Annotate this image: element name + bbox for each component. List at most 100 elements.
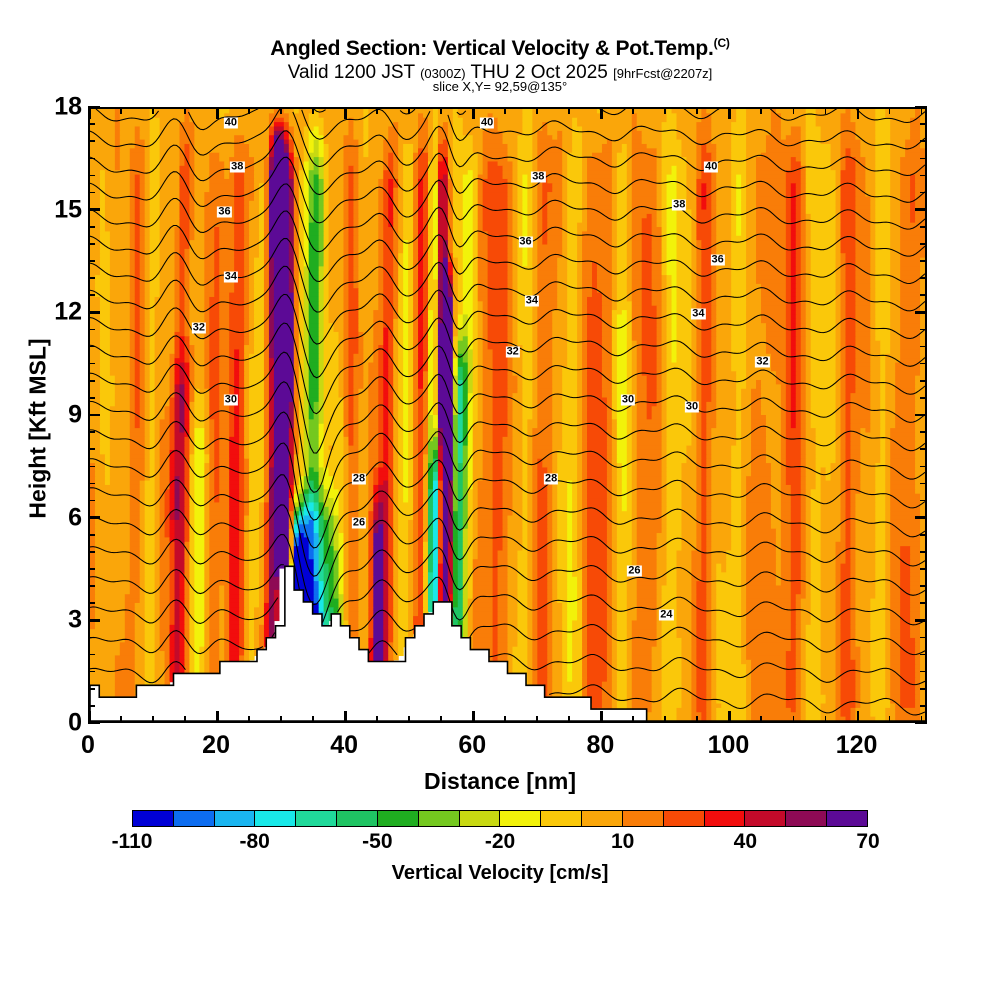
colorbar-swatch-4[interactable]: [296, 811, 338, 826]
contour-label: 28: [351, 472, 367, 485]
y-tick: [88, 670, 95, 673]
y-tick-right: [920, 705, 927, 707]
x-tick-top: [856, 107, 860, 119]
contour-label: 36: [518, 235, 533, 248]
colorbar-swatch-0[interactable]: [133, 811, 174, 826]
field-canvas: [90, 109, 925, 721]
contour-label: 30: [620, 393, 636, 406]
contour-label: 36: [217, 205, 232, 218]
y-tick: [88, 174, 95, 177]
colorbar-swatch-1[interactable]: [173, 811, 215, 826]
colorbar-swatch-9[interactable]: [500, 811, 542, 826]
colorbar[interactable]: [132, 810, 868, 827]
y-tick: [88, 311, 100, 314]
x-tick-label-120: 120: [835, 731, 878, 759]
colorbar-label-3: -20: [484, 830, 516, 853]
x-tick-top: [344, 107, 347, 119]
x-tick-top: [792, 107, 795, 114]
y-tick: [88, 260, 95, 262]
colorbar-label-4: 10: [610, 830, 635, 853]
y-tick-right: [920, 191, 927, 194]
y-tick: [88, 277, 95, 279]
valid-day: THU 2 Oct 2025: [470, 62, 608, 83]
colorbar-label-6: 70: [856, 830, 880, 853]
y-tick: [88, 619, 100, 622]
colorbar-label-1: -80: [239, 830, 270, 853]
contour-label: 32: [755, 355, 770, 368]
y-tick: [88, 636, 95, 639]
x-tick-top: [120, 107, 122, 114]
y-tick-right: [920, 465, 927, 468]
x-tick-top: [88, 107, 91, 119]
x-tick: [888, 716, 891, 723]
x-tick: [504, 716, 506, 723]
colorbar-swatch-8[interactable]: [459, 811, 501, 826]
colorbar-swatch-7[interactable]: [418, 811, 460, 826]
x-tick-top: [664, 107, 666, 114]
y-tick-right: [915, 105, 927, 109]
y-tick-right: [920, 653, 927, 656]
colorbar-swatch-15[interactable]: [745, 811, 787, 826]
y-tick: [88, 551, 95, 553]
colorbar-swatch-12[interactable]: [622, 811, 664, 826]
contour-label: 38: [531, 170, 546, 183]
title-valid-line: Valid 1200 JST (0300Z) THU 2 Oct 2025 [9…: [0, 62, 1000, 84]
x-tick-top: [248, 107, 250, 114]
x-tick-top: [152, 107, 154, 114]
x-tick: [472, 711, 475, 723]
y-tick-right: [915, 721, 927, 725]
y-tick-label-18: 18: [54, 92, 82, 121]
contour-label: 40: [479, 116, 495, 129]
y-tick-right: [920, 533, 927, 536]
colorbar-swatch-17[interactable]: [827, 811, 867, 826]
y-tick: [88, 413, 100, 417]
cross-section-plot[interactable]: 40 38 36 34 32 30 28 26 40 38 36 34 32 30 28 26 24 40 38 36…: [88, 107, 927, 723]
valid-utc: (0300Z): [420, 66, 466, 81]
x-tick: [728, 711, 731, 723]
y-tick: [88, 585, 95, 587]
x-tick: [760, 716, 763, 723]
page-title-text: Angled Section: Vertical Velocity & Pot.…: [270, 37, 714, 60]
x-tick: [216, 711, 219, 723]
colorbar-title: Vertical Velocity [cm/s]: [391, 862, 609, 884]
y-tick: [88, 328, 95, 331]
y-tick-right: [915, 619, 927, 622]
x-tick-top: [568, 107, 570, 114]
colorbar-swatch-6[interactable]: [377, 811, 419, 826]
colorbar-swatch-3[interactable]: [255, 811, 297, 826]
x-tick-top: [312, 107, 314, 114]
y-tick-right: [920, 225, 927, 228]
y-tick: [88, 687, 95, 690]
colorbar-swatch-5[interactable]: [337, 811, 378, 826]
y-tick: [88, 294, 95, 297]
x-tick: [120, 716, 122, 723]
y-tick-label-15: 15: [54, 195, 82, 224]
x-tick-top: [536, 107, 538, 114]
y-tick: [88, 465, 95, 468]
colorbar-swatch-16[interactable]: [786, 811, 828, 826]
colorbar-swatch-13[interactable]: [663, 811, 705, 826]
y-tick-label-9: 9: [68, 400, 82, 429]
y-tick: [88, 602, 95, 605]
y-tick: [88, 123, 95, 125]
contour-label: 30: [684, 400, 700, 413]
colorbar-swatch-11[interactable]: [582, 811, 623, 826]
forecast-tag: [9hrFcst@2207z]: [613, 66, 713, 81]
y-tick: [88, 653, 95, 656]
y-tick-right: [920, 260, 927, 262]
x-tick: [280, 716, 282, 723]
colorbar-label-0: -110: [111, 830, 153, 853]
y-tick: [88, 243, 95, 245]
y-tick: [88, 397, 95, 399]
y-tick-label-6: 6: [68, 503, 82, 532]
y-tick-right: [920, 379, 927, 382]
colorbar-swatch-2[interactable]: [214, 811, 256, 826]
contour-label: 34: [691, 307, 706, 320]
contour-label: 38: [672, 198, 687, 211]
y-tick: [88, 157, 95, 160]
x-tick-top: [824, 107, 827, 114]
contour-label: 28: [544, 472, 559, 485]
colorbar-swatch-10[interactable]: [541, 811, 583, 826]
colorbar-swatch-14[interactable]: [704, 811, 746, 826]
y-tick-right: [920, 687, 927, 690]
